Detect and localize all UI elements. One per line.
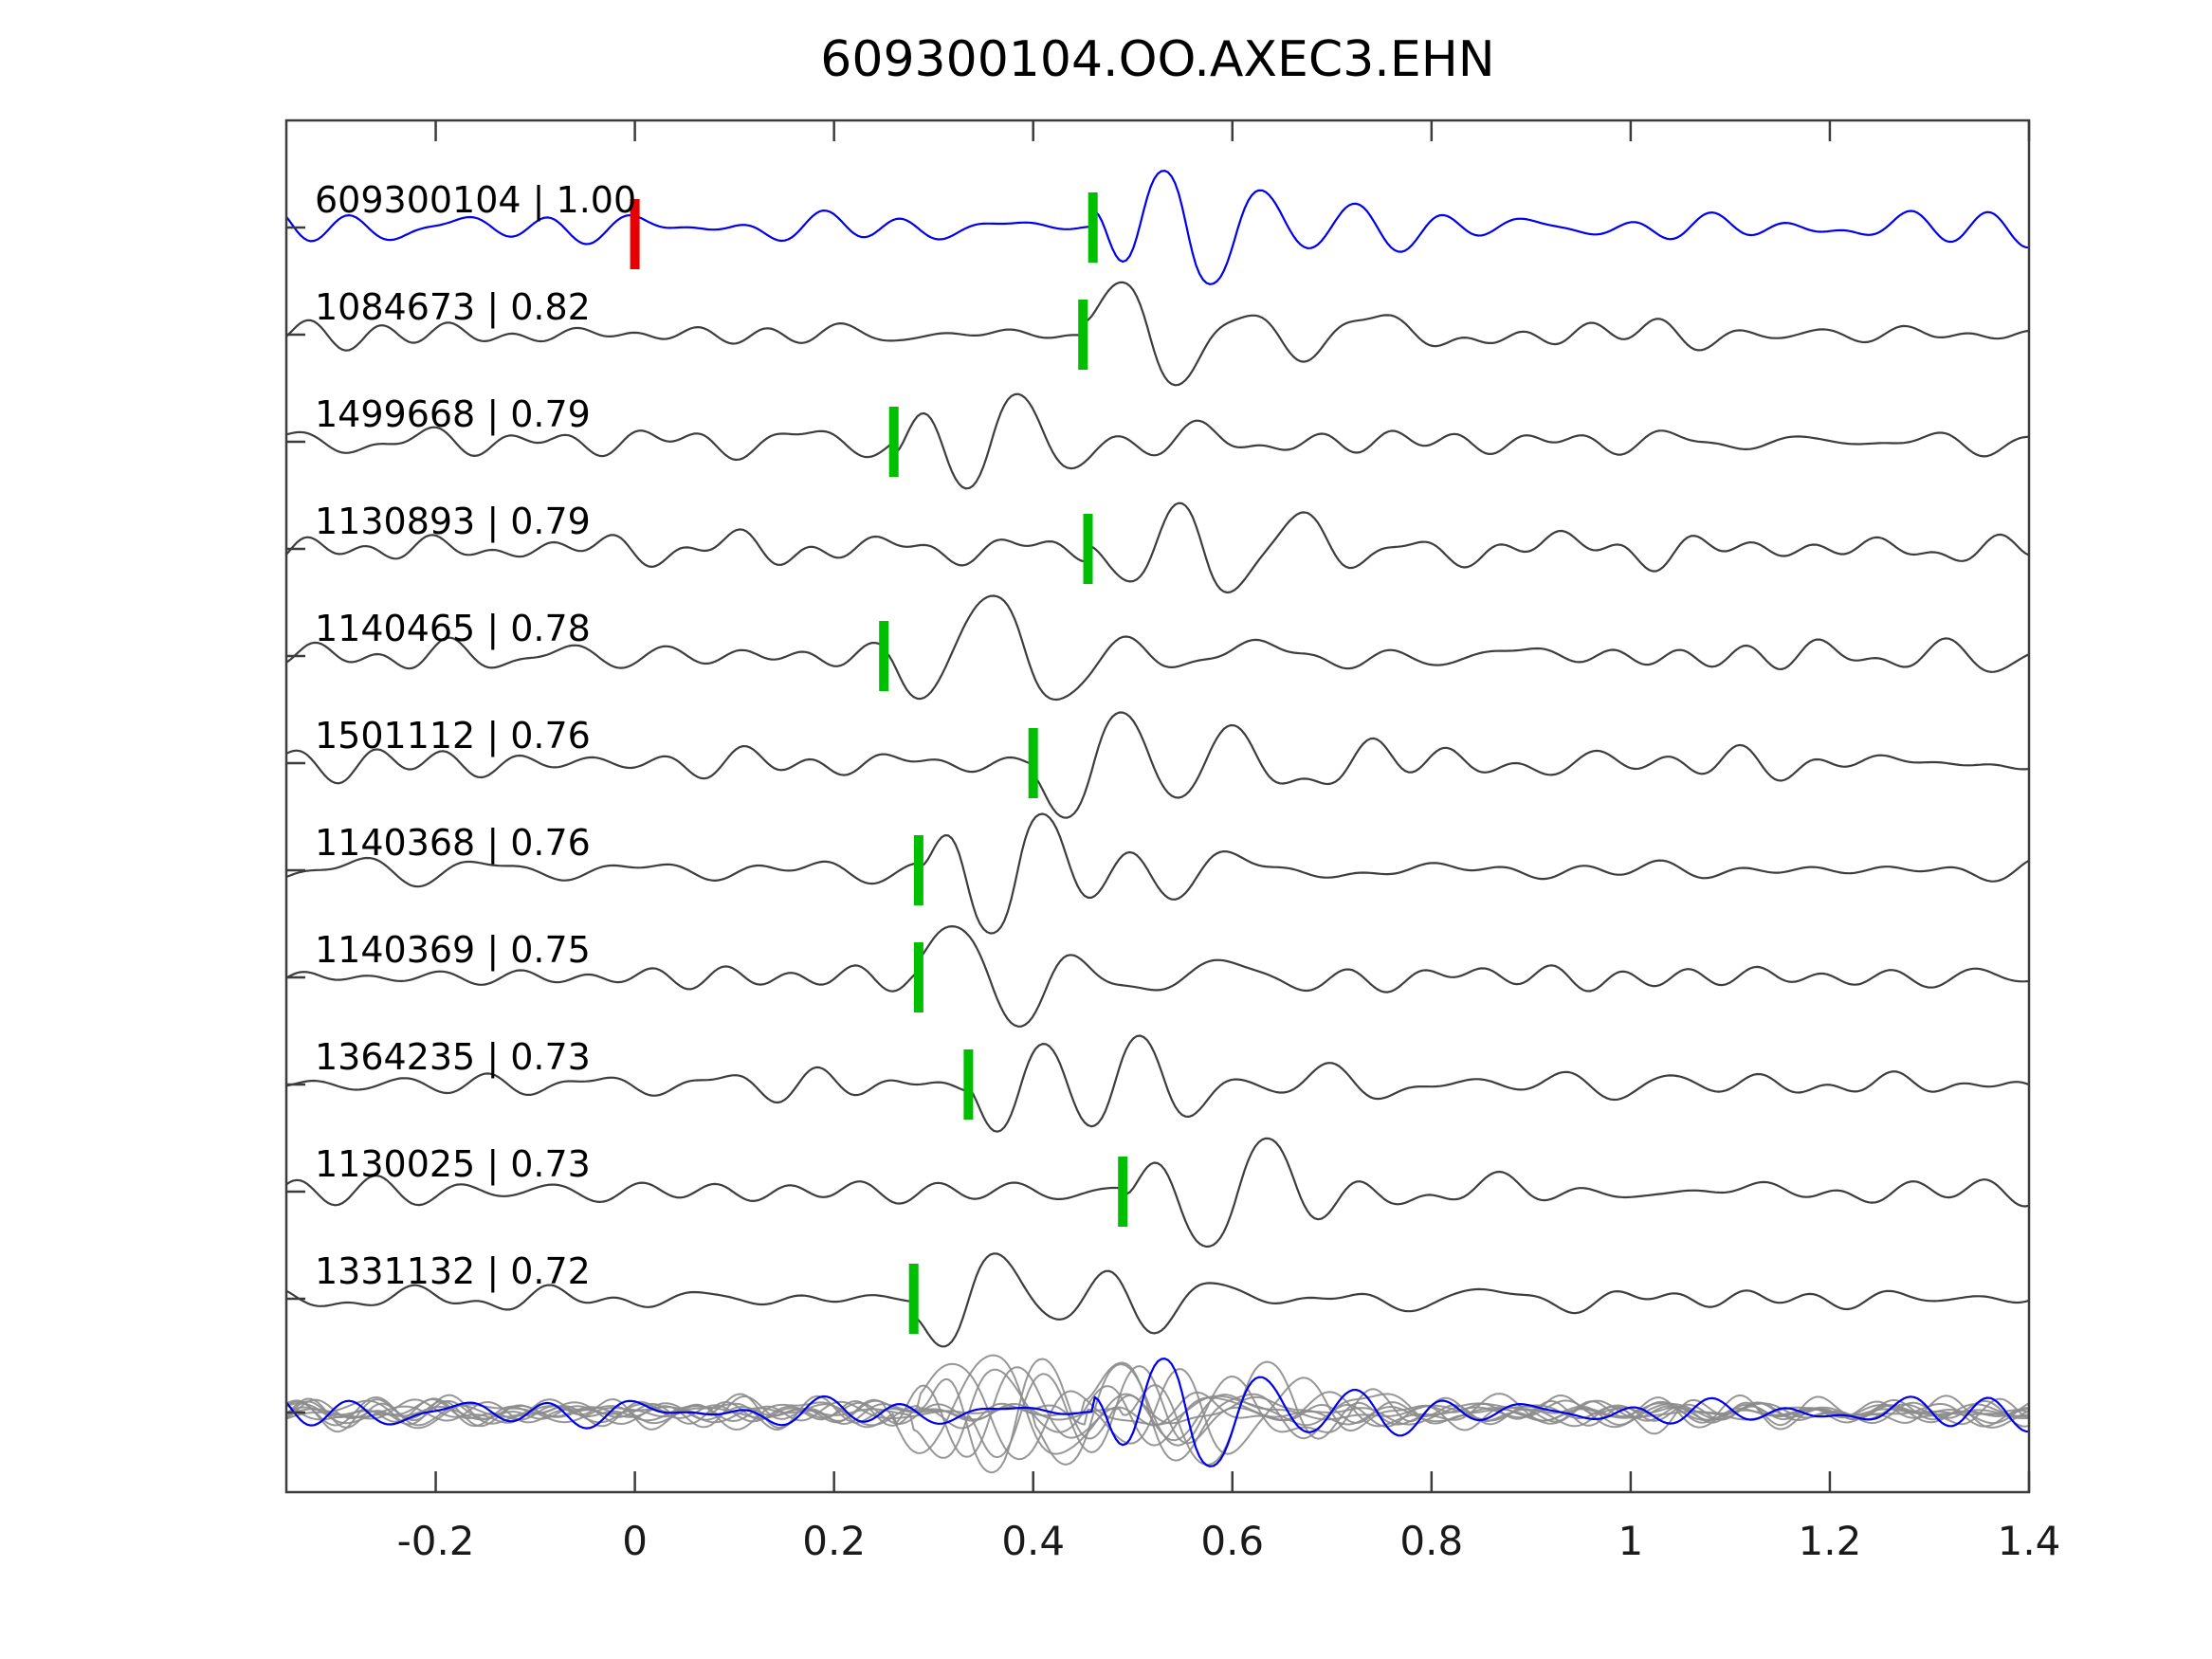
trace-label-1364235: 1364235 | 0.73 bbox=[315, 1036, 591, 1079]
trace-label-1084673: 1084673 | 0.82 bbox=[315, 286, 591, 329]
trace-path-1364235 bbox=[286, 1034, 2029, 1133]
plot-border bbox=[284, 118, 2031, 1494]
pick-marker-609300104 bbox=[1088, 192, 1098, 263]
pick-marker-1501112 bbox=[1028, 728, 1038, 798]
pick-marker-1140368 bbox=[913, 835, 923, 905]
pick-marker-1364235 bbox=[963, 1049, 974, 1120]
trace-label-1501112: 1501112 | 0.76 bbox=[315, 715, 591, 757]
pick-marker-1084673 bbox=[1078, 300, 1088, 370]
trace-path-1501112 bbox=[286, 711, 2029, 819]
x-axis-tick-label: 0 bbox=[622, 1518, 648, 1564]
trace-path-1140368 bbox=[286, 812, 2029, 935]
trace-path-1130893 bbox=[286, 501, 2029, 594]
x-axis-tick-label: 0.4 bbox=[1001, 1518, 1065, 1564]
axis-ticks-group: -0.2 0 0.2 0.4 0.6 0.8 1 1.2 1.4 bbox=[286, 120, 2060, 1564]
x-axis-tick-label: 0.6 bbox=[1200, 1518, 1264, 1564]
x-axis-tick-label: 0.8 bbox=[1399, 1518, 1463, 1564]
trace-lines-group bbox=[286, 170, 2029, 1348]
x-axis-tick-label: 0.2 bbox=[802, 1518, 866, 1564]
overlay-trace-path-1331132 bbox=[286, 1368, 2029, 1459]
trace-path-1130025 bbox=[286, 1137, 2029, 1249]
overlay-traces-group bbox=[286, 1354, 2029, 1474]
x-axis-tick-label: 1.2 bbox=[1799, 1518, 1862, 1564]
reference-pick-marker bbox=[630, 199, 640, 269]
trace-path-609300104 bbox=[286, 170, 2029, 285]
overlay-trace-path-1084673 bbox=[286, 1361, 2029, 1462]
trace-label-609300104: 609300104 | 1.00 bbox=[315, 179, 636, 222]
trace-label-1499668: 1499668 | 0.79 bbox=[315, 393, 591, 436]
trace-path-1084673 bbox=[286, 281, 2029, 387]
overlay-trace-path-1140465 bbox=[286, 1354, 2029, 1455]
trace-label-1331132: 1331132 | 0.72 bbox=[315, 1250, 591, 1293]
pick-marker-1140465 bbox=[879, 621, 889, 691]
pick-marker-1130893 bbox=[1083, 514, 1093, 584]
trace-label-1140368: 1140368 | 0.76 bbox=[315, 822, 591, 865]
overlay-reference-trace-path bbox=[286, 1358, 2029, 1468]
trace-label-1130025: 1130025 | 0.73 bbox=[315, 1143, 591, 1186]
x-axis-tick-label: 1 bbox=[1618, 1518, 1644, 1564]
trace-label-1130893: 1130893 | 0.79 bbox=[315, 501, 591, 543]
x-axis-tick-label: 1.4 bbox=[1998, 1518, 2061, 1564]
chart-title: 609300104.OO.AXEC3.EHN bbox=[820, 31, 1494, 88]
trace-path-1331132 bbox=[286, 1252, 2029, 1348]
x-axis-tick-label: -0.2 bbox=[397, 1518, 475, 1564]
pick-marker-1331132 bbox=[908, 1264, 919, 1334]
trace-label-1140465: 1140465 | 0.78 bbox=[315, 608, 591, 650]
pick-marker-1499668 bbox=[888, 407, 899, 477]
trace-path-1499668 bbox=[286, 392, 2029, 490]
pick-marker-1140369 bbox=[913, 942, 923, 1012]
trace-label-1140369: 1140369 | 0.75 bbox=[315, 929, 591, 972]
pick-marker-1130025 bbox=[1118, 1157, 1128, 1227]
pick-markers-and-labels-group: 609300104 | 1.00 1084673 | 0.82 1499668 | … bbox=[315, 179, 1128, 1334]
trace-path-1140369 bbox=[286, 925, 2029, 1028]
trace-path-1140465 bbox=[286, 594, 2029, 702]
